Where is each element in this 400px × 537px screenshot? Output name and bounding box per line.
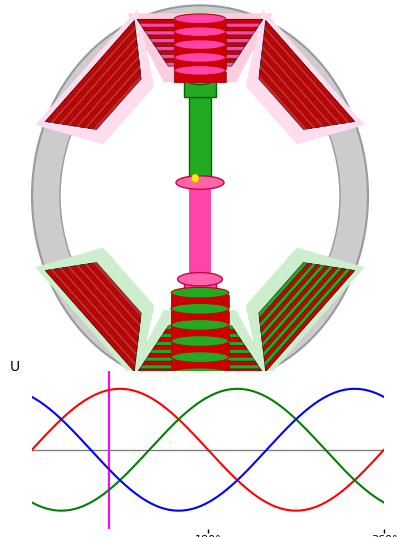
Ellipse shape [171, 320, 229, 330]
Polygon shape [262, 50, 329, 126]
Polygon shape [265, 270, 355, 372]
Polygon shape [35, 9, 154, 144]
FancyBboxPatch shape [189, 97, 211, 183]
Polygon shape [45, 263, 141, 372]
Ellipse shape [171, 320, 229, 330]
Polygon shape [260, 265, 320, 332]
FancyBboxPatch shape [174, 33, 226, 43]
Ellipse shape [178, 289, 222, 301]
FancyBboxPatch shape [174, 70, 226, 83]
FancyBboxPatch shape [171, 327, 229, 339]
Polygon shape [128, 310, 272, 379]
Ellipse shape [60, 38, 340, 354]
Polygon shape [246, 248, 365, 383]
Polygon shape [259, 20, 355, 129]
FancyBboxPatch shape [174, 46, 226, 56]
Polygon shape [163, 330, 237, 333]
Ellipse shape [171, 352, 229, 362]
FancyBboxPatch shape [171, 311, 229, 323]
FancyBboxPatch shape [174, 20, 226, 31]
Ellipse shape [171, 352, 229, 362]
Polygon shape [71, 50, 138, 126]
Ellipse shape [170, 366, 230, 381]
Polygon shape [88, 263, 141, 323]
FancyBboxPatch shape [171, 360, 229, 372]
Ellipse shape [184, 71, 216, 84]
FancyBboxPatch shape [189, 185, 211, 279]
FancyBboxPatch shape [174, 71, 226, 82]
Polygon shape [158, 50, 242, 54]
Polygon shape [142, 27, 258, 31]
Polygon shape [264, 30, 346, 124]
Polygon shape [148, 35, 252, 39]
Ellipse shape [174, 14, 226, 24]
Polygon shape [264, 268, 346, 362]
Polygon shape [54, 30, 136, 124]
Polygon shape [88, 69, 141, 129]
Ellipse shape [178, 441, 190, 456]
Polygon shape [35, 248, 154, 383]
Polygon shape [45, 270, 135, 372]
Ellipse shape [174, 27, 226, 37]
Polygon shape [148, 353, 252, 357]
Ellipse shape [174, 40, 226, 49]
Ellipse shape [171, 287, 229, 298]
Polygon shape [259, 69, 312, 129]
FancyBboxPatch shape [184, 78, 216, 97]
Polygon shape [71, 266, 138, 342]
Polygon shape [246, 9, 365, 144]
Ellipse shape [174, 66, 226, 75]
Polygon shape [158, 338, 242, 342]
Polygon shape [62, 40, 137, 125]
FancyBboxPatch shape [174, 57, 226, 70]
Polygon shape [263, 267, 338, 352]
FancyBboxPatch shape [171, 309, 229, 325]
Polygon shape [80, 265, 140, 332]
FancyBboxPatch shape [171, 357, 229, 373]
Polygon shape [137, 19, 263, 66]
Polygon shape [137, 326, 263, 373]
Ellipse shape [171, 303, 229, 314]
FancyBboxPatch shape [174, 19, 226, 32]
Polygon shape [54, 268, 136, 362]
Polygon shape [153, 345, 247, 349]
Polygon shape [259, 263, 312, 323]
FancyBboxPatch shape [171, 344, 229, 355]
Ellipse shape [210, 441, 222, 456]
Polygon shape [263, 40, 338, 125]
Ellipse shape [32, 5, 368, 387]
Polygon shape [142, 361, 258, 365]
Ellipse shape [171, 368, 229, 379]
FancyBboxPatch shape [174, 45, 226, 57]
Polygon shape [137, 369, 263, 373]
Ellipse shape [192, 174, 199, 182]
Ellipse shape [176, 176, 224, 190]
Polygon shape [137, 19, 263, 23]
FancyBboxPatch shape [174, 32, 226, 45]
Polygon shape [80, 60, 140, 127]
Polygon shape [62, 267, 137, 352]
Ellipse shape [171, 303, 229, 314]
Polygon shape [265, 20, 355, 122]
Ellipse shape [178, 273, 222, 286]
Ellipse shape [174, 53, 226, 62]
Polygon shape [260, 60, 320, 127]
Polygon shape [259, 263, 355, 372]
Polygon shape [163, 59, 237, 62]
Polygon shape [153, 43, 247, 47]
FancyBboxPatch shape [171, 341, 229, 357]
FancyBboxPatch shape [184, 279, 216, 295]
FancyBboxPatch shape [171, 293, 229, 309]
FancyBboxPatch shape [171, 295, 229, 307]
Polygon shape [128, 13, 272, 82]
Ellipse shape [171, 336, 229, 346]
FancyBboxPatch shape [174, 59, 226, 69]
Polygon shape [262, 266, 329, 342]
FancyBboxPatch shape [171, 325, 229, 341]
Ellipse shape [171, 336, 229, 346]
Text: U: U [10, 360, 20, 374]
Polygon shape [45, 20, 141, 129]
Polygon shape [45, 20, 135, 122]
